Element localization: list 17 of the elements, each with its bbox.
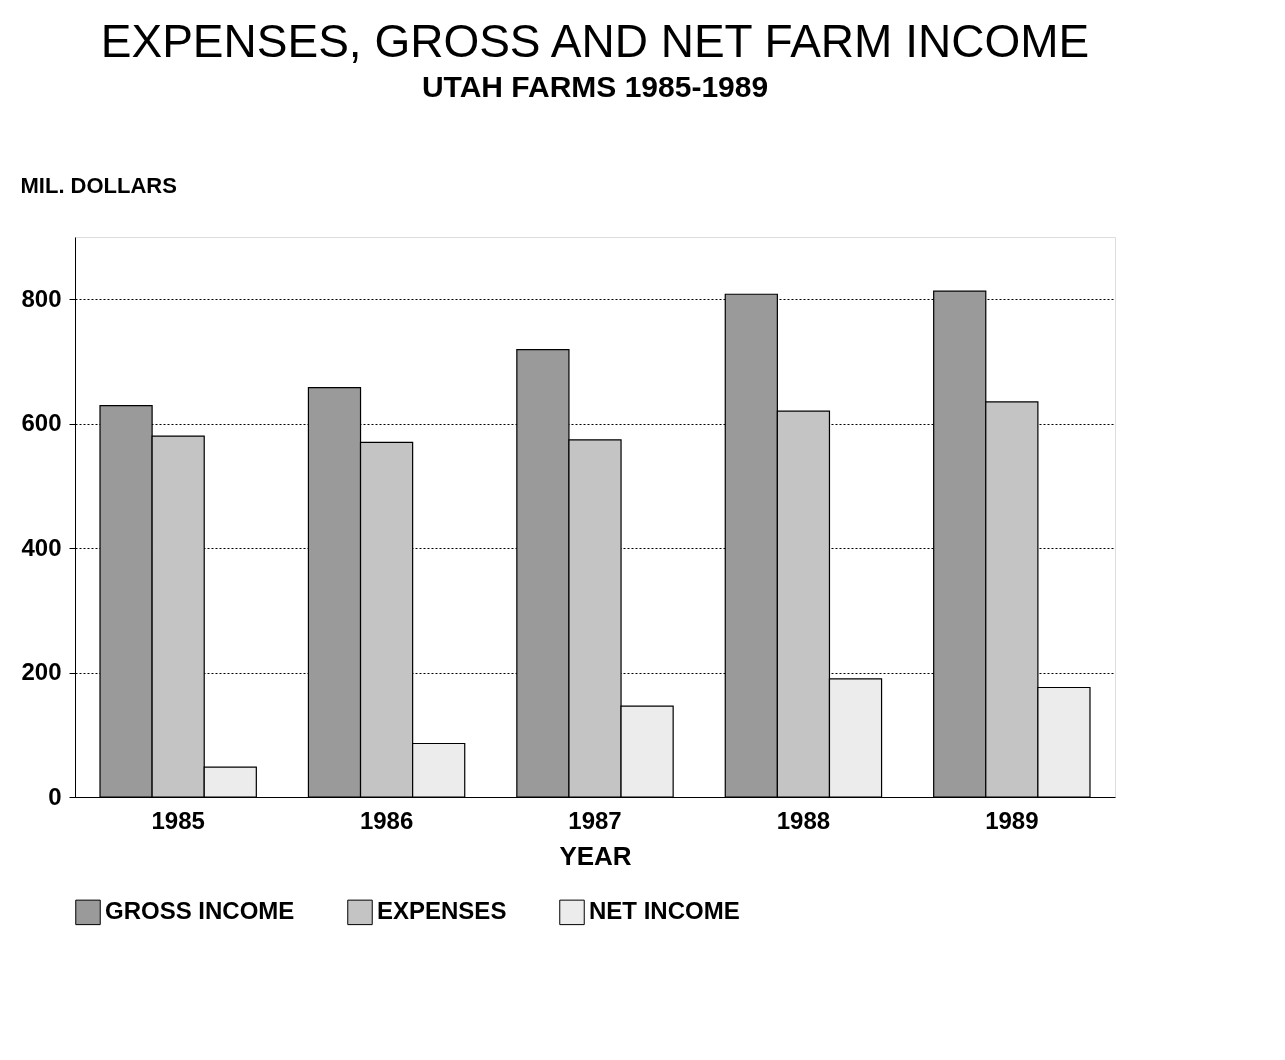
- chart-subtitle: UTAH FARMS 1985-1989: [421, 70, 769, 103]
- y-tick-label: 400: [21, 533, 62, 561]
- y-tick-label: 0: [48, 782, 62, 810]
- y-tick-label: 800: [21, 284, 62, 312]
- x-tick-label: 1987: [568, 806, 622, 834]
- legend-label: NET INCOME: [589, 897, 740, 925]
- legend-label: EXPENSES: [377, 897, 507, 925]
- chart-title: EXPENSES, GROSS AND NET FARM INCOME: [100, 15, 1090, 67]
- y-tick-label: 200: [21, 658, 62, 686]
- y-axis-title: MIL. DOLLARS: [20, 172, 177, 198]
- x-tick-label: 1985: [151, 806, 205, 834]
- x-tick-label: 1986: [359, 806, 414, 834]
- x-tick-label: 1988: [776, 806, 831, 834]
- legend-label: GROSS INCOME: [105, 897, 295, 925]
- x-axis-title: YEAR: [559, 840, 632, 871]
- x-tick-label: 1989: [985, 806, 1039, 834]
- y-tick-label: 600: [21, 409, 62, 437]
